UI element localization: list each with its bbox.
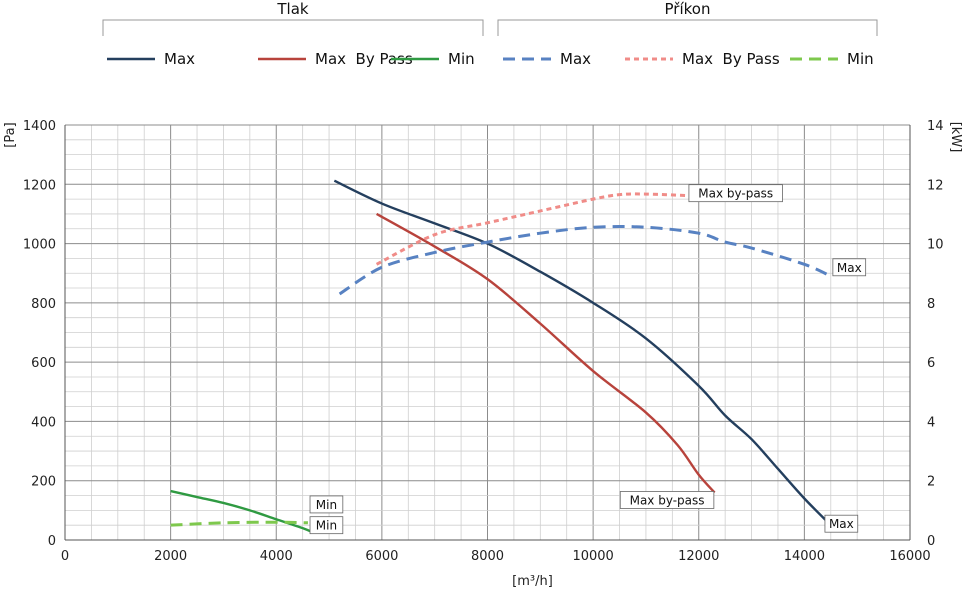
legend-entry-label: Max [560,50,591,68]
x-axis-title: [m³/h] [512,574,553,589]
legend-group-bracket [102,19,484,36]
x-tick-label: 12000 [678,549,719,564]
y-left-tick-label: 200 [31,475,56,490]
annotation-label: Max by-pass [619,491,715,509]
legend-entry-label: Max By Pass [682,50,780,68]
annotation-box [832,258,867,277]
annotation-label: Min [309,516,344,535]
annotation-box [824,514,859,533]
y-left-tick-label: 0 [48,534,56,549]
legend-entry-label: Min [448,50,475,68]
x-tick-label: 0 [61,549,69,564]
legend: Tlak Max Max By Pass Min Příkon Max Max By Pas… [102,0,878,68]
annotation-text: Max by-pass [698,187,773,201]
y-right-tick-label: 12 [927,178,944,193]
annotation-box [309,495,344,514]
y-left-tick-label: 1200 [23,178,56,193]
y-left-axis-title: [Pa] [3,122,18,147]
annotation-label: Max by-pass [688,184,783,203]
y-right-tick-label: 6 [927,356,935,371]
annotations: Max by-pass Max Max by-pass Max Min Min [309,184,867,535]
y-right-tick-label: 0 [927,534,935,549]
x-tick-label: 16000 [889,549,930,564]
legend-group-title: Příkon [665,0,711,18]
grid [64,124,911,541]
y-right-tick-label: 14 [927,119,944,134]
legend-entry-label: Max By Pass [315,50,413,68]
series [170,179,832,534]
series-line-power-max-by-pass [375,192,715,266]
series-line-power-max [338,225,832,296]
y-right-tick-label: 2 [927,475,935,490]
annotation-text: Max [837,261,862,275]
y-left-tick-label: 1400 [23,119,56,134]
legend-group-title: Tlak [276,0,309,18]
annotation-box [309,516,344,535]
annotation-text: Min [316,498,337,512]
series-line-power-min [170,520,308,527]
legend-group-bracket [497,19,878,36]
annotation-label: Max [832,258,867,277]
legend-entry-label: Min [847,50,874,68]
y-left-tick-label: 600 [31,356,56,371]
y-left-tick-label: 400 [31,415,56,430]
annotation-label: Max [824,514,859,533]
x-tick-label: 10000 [572,549,613,564]
x-tick-label: 6000 [365,549,398,564]
annotation-box [688,184,783,203]
annotation-text: Max [829,517,854,531]
y-left-tick-label: 1000 [23,238,56,253]
series-line-pressure-max [333,179,832,527]
y-right-tick-label: 10 [927,238,944,253]
annotation-text: Max by-pass [630,493,705,507]
y-right-tick-label: 8 [927,297,935,312]
y-left-tick-label: 800 [31,297,56,312]
x-tick-label: 4000 [260,549,293,564]
y-right-tick-label: 4 [927,415,935,430]
series-line-pressure-min [170,489,314,534]
annotation-label: Min [309,495,344,514]
annotation-box [619,491,715,509]
y-right-axis-title: [kW] [948,122,963,153]
x-tick-label: 14000 [784,549,825,564]
legend-entry-label: Max [164,50,195,68]
axes: 0 2000 4000 6000 8000 10000 12000 14000 16000020… [3,119,963,589]
series-line-pressure-max-by-pass [376,212,716,494]
annotation-text: Min [316,519,337,533]
x-tick-label: 8000 [471,549,504,564]
x-tick-label: 2000 [154,549,187,564]
